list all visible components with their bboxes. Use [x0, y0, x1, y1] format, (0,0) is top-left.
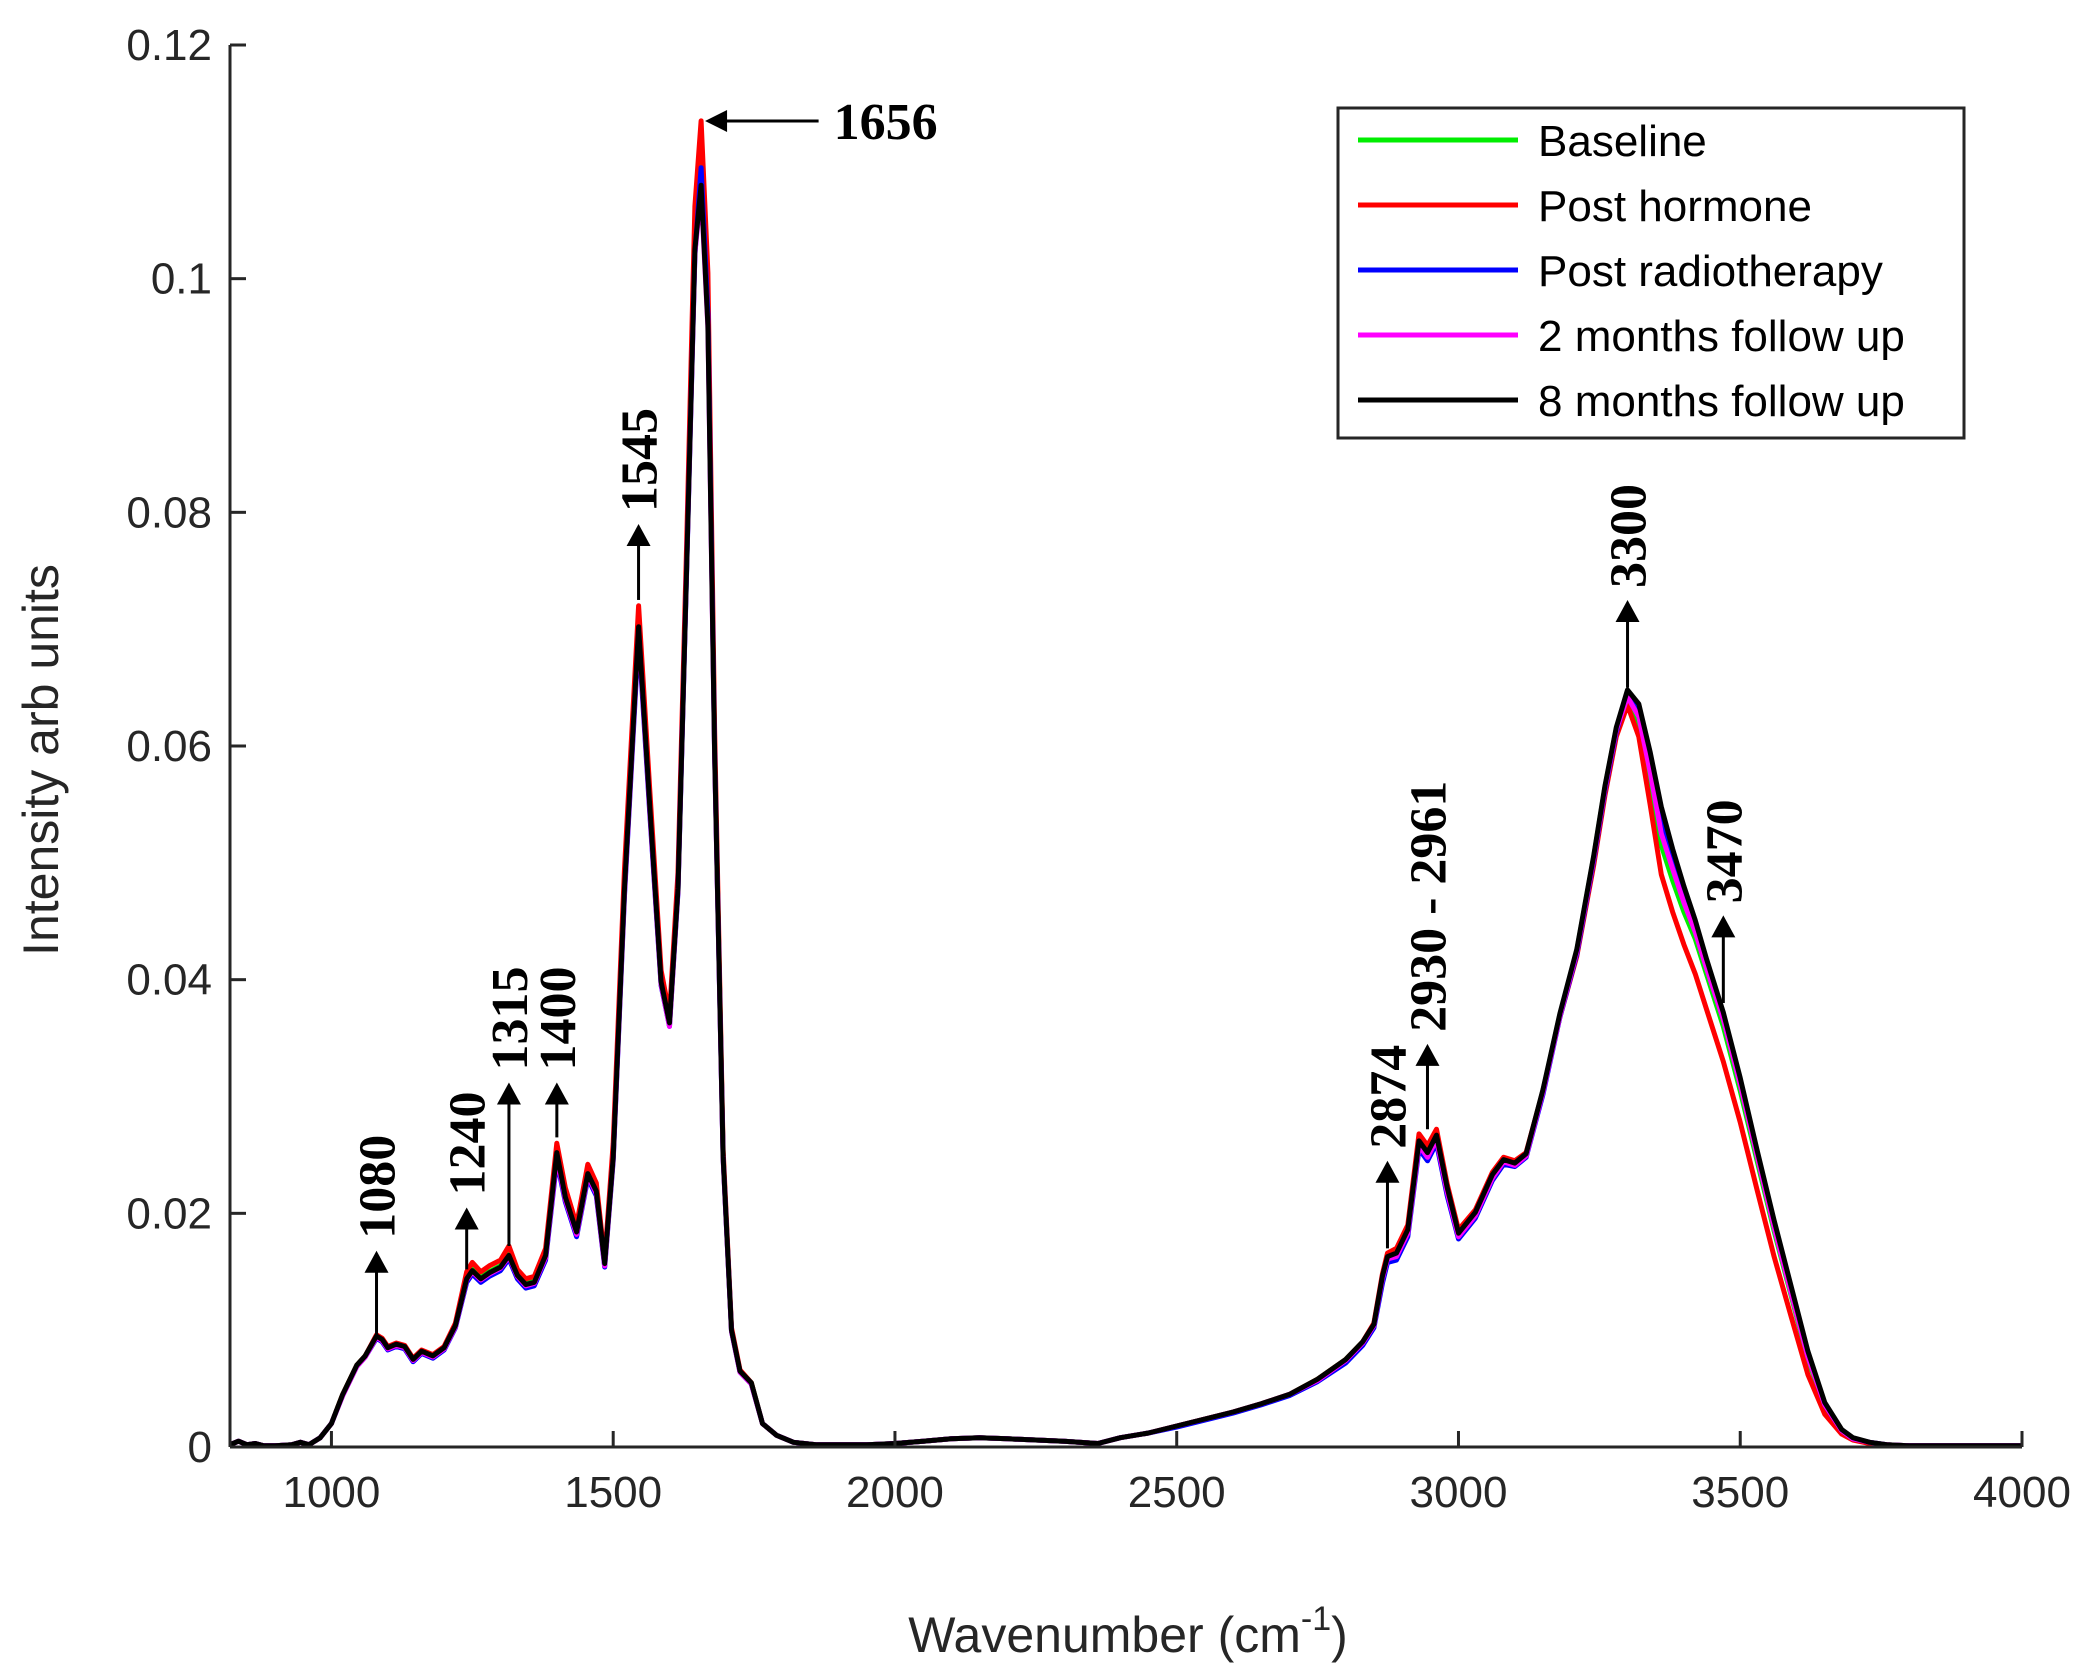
annotation-1400: 1400	[530, 966, 587, 1138]
annotation-3470: 3470	[1696, 799, 1753, 1004]
annotation-label: 1315	[482, 966, 539, 1070]
annotation-arrow-head	[1415, 1043, 1440, 1066]
legend-label: Post radiotherapy	[1538, 247, 1883, 296]
y-tick-label: 0	[188, 1423, 212, 1472]
annotation-label: 3470	[1696, 799, 1753, 903]
y-tick-label: 0.04	[126, 956, 212, 1005]
legend: Baseline Post hormone Post radiotherapy 2 m…	[1336, 106, 1966, 440]
annotation-1315: 1315	[482, 966, 539, 1247]
annotation-arrow-head	[1615, 599, 1640, 622]
annotation-arrow-head	[1375, 1160, 1400, 1183]
annotation-label: 2930 - 2961	[1400, 781, 1457, 1032]
y-axis-label: Intensity arb units	[13, 564, 69, 956]
legend-label: 2 months follow up	[1538, 312, 1905, 361]
annotation-1080: 1080	[350, 1135, 407, 1337]
annotation-1545: 1545	[612, 408, 669, 600]
annotation-2930-2961: 2930 - 2961	[1400, 781, 1457, 1130]
annotation-arrow-head	[496, 1082, 521, 1105]
x-tick-label: 2500	[1128, 1468, 1226, 1517]
x-tick-label: 3500	[1691, 1468, 1789, 1517]
annotation-arrow-head	[705, 109, 728, 132]
annotation-3300: 3300	[1601, 484, 1658, 688]
x-tick-label: 3000	[1410, 1468, 1508, 1517]
y-tick-label: 0.08	[126, 488, 212, 537]
annotation-label: 3300	[1601, 484, 1658, 588]
axes-layer: 1000 1500 2000 2500 3000 3500 4000 0 0.02 0.04 0.0…	[126, 21, 2071, 1517]
x-axis-label: Wavenumber (cm-1)	[908, 1600, 1348, 1663]
legend-label: Post hormone	[1538, 182, 1812, 231]
annotation-label: 1400	[530, 966, 587, 1070]
annotation-arrow-head	[364, 1250, 389, 1273]
legend-label: Baseline	[1538, 117, 1707, 166]
legend-box	[1336, 106, 1966, 440]
legend-entry: Post hormone	[1358, 182, 1812, 231]
legend-label: 8 months follow up	[1538, 377, 1905, 426]
annotation-label: 1545	[612, 408, 669, 512]
annotation-1240: 1240	[440, 1091, 497, 1270]
legend-entry: 8 months follow up	[1358, 377, 1905, 426]
annotation-label: 1240	[440, 1091, 497, 1195]
annotation-1656: 1656	[705, 94, 938, 151]
annotation-2874: 2874	[1360, 1045, 1417, 1249]
legend-entry: 2 months follow up	[1358, 312, 1905, 361]
x-tick-label: 1000	[282, 1468, 380, 1517]
y-tick-label: 0.1	[151, 255, 212, 304]
x-tick-label: 4000	[1973, 1468, 2071, 1517]
annotation-label: 2874	[1360, 1045, 1417, 1149]
annotation-label: 1080	[350, 1135, 407, 1239]
x-tick-label: 1500	[564, 1468, 662, 1517]
annotation-arrow-head	[1711, 915, 1736, 938]
legend-entry: Baseline	[1358, 117, 1707, 166]
y-tick-label: 0.02	[126, 1189, 212, 1238]
x-tick-label: 2000	[846, 1468, 944, 1517]
annotation-label: 1656	[834, 94, 938, 151]
annotation-arrow-head	[454, 1207, 479, 1230]
annotation-arrow-head	[626, 524, 651, 547]
annotation-arrow-head	[544, 1082, 569, 1105]
y-tick-label: 0.06	[126, 722, 212, 771]
y-tick-label: 0.12	[126, 21, 212, 70]
legend-entry: Post radiotherapy	[1358, 247, 1883, 296]
